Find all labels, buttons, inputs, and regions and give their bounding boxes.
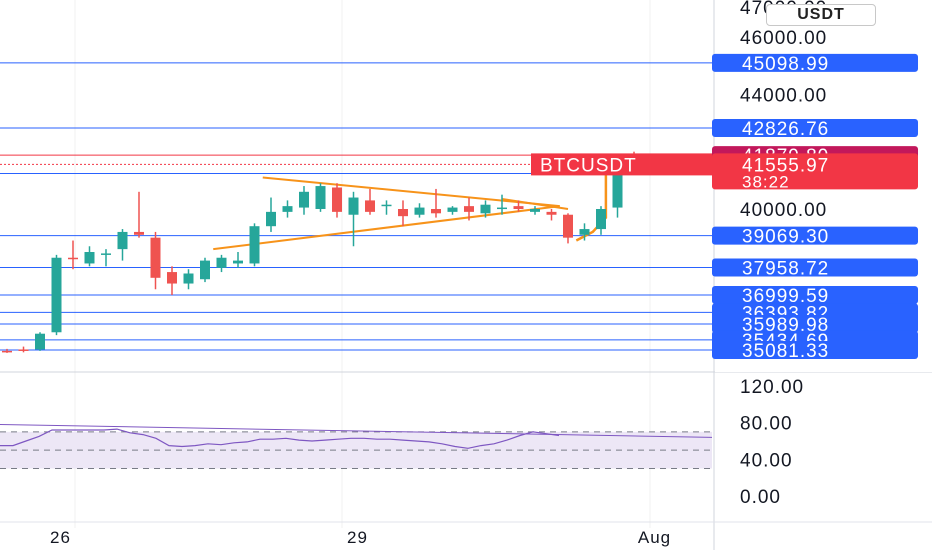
- rsi-tick-label: 120.00: [740, 377, 804, 398]
- price-tick-label: 44000.00: [740, 85, 827, 106]
- candle-body: [414, 207, 425, 215]
- candle-body: [200, 260, 210, 280]
- time-axis[interactable]: 26 29 Aug: [50, 528, 671, 547]
- current-price-label-bg[interactable]: [712, 153, 918, 190]
- candle-body: [18, 349, 29, 351]
- level-price-label[interactable]: 42826.76: [742, 119, 829, 140]
- rsi-trendline[interactable]: [0, 424, 713, 438]
- triangle-inner-line[interactable]: [501, 197, 569, 210]
- candle-body: [315, 186, 326, 209]
- rsi-tick-label: 40.00: [740, 450, 793, 471]
- level-price-label[interactable]: 36999.59: [742, 286, 829, 307]
- candle-body: [530, 209, 540, 212]
- currency-badge[interactable]: USDT: [766, 4, 876, 26]
- candle-body: [579, 229, 590, 235]
- candle-body: [35, 333, 45, 350]
- candle-body: [612, 155, 623, 208]
- level-price-label[interactable]: 39069.30: [742, 227, 829, 248]
- rsi-panel: [0, 424, 713, 469]
- time-tick-label: Aug: [638, 528, 671, 547]
- symbol-label-bg[interactable]: [531, 153, 712, 176]
- level-price-label-bg[interactable]: [712, 226, 918, 245]
- candle-body: [282, 206, 293, 212]
- level-price-label[interactable]: 35081.33: [742, 341, 829, 362]
- price-axis[interactable]: 47000.0046000.0044000.0040000.0045098.99…: [531, 0, 932, 508]
- level-price-label[interactable]: 37958.72: [742, 259, 829, 280]
- candle-body: [117, 231, 128, 250]
- candle-body: [233, 260, 243, 264]
- candle-body: [431, 209, 441, 214]
- candle-body: [266, 211, 276, 227]
- price-tick-label: 46000.00: [740, 28, 827, 49]
- price-tick-label: 40000.00: [740, 200, 827, 221]
- candle-body: [348, 197, 359, 215]
- candle-body: [596, 209, 606, 230]
- candle-body: [51, 257, 62, 333]
- candle-body: [497, 207, 507, 210]
- rsi-tick-label: 80.00: [740, 414, 793, 435]
- candle-body: [447, 207, 458, 212]
- candles: [2, 151, 639, 353]
- level-price-label-bg[interactable]: [712, 118, 918, 137]
- candle-body: [381, 204, 392, 207]
- time-tick-label: 26: [50, 528, 71, 547]
- symbol-label[interactable]: BTCUSDT: [540, 155, 637, 176]
- countdown-label: 38:22: [742, 172, 790, 191]
- candle-body: [150, 237, 161, 278]
- level-price-label-bg[interactable]: [712, 341, 918, 360]
- candle-body: [480, 204, 491, 214]
- candle-body: [563, 214, 573, 238]
- candle-body: [365, 200, 375, 212]
- candle-body: [68, 257, 78, 260]
- candle-body: [299, 191, 309, 208]
- triangle-upper-line[interactable]: [262, 176, 560, 208]
- candle-body: [101, 253, 111, 255]
- candle-body: [513, 206, 524, 209]
- candle-body: [464, 206, 474, 212]
- level-price-label[interactable]: 45098.99: [742, 54, 829, 75]
- level-price-label-bg[interactable]: [712, 258, 918, 277]
- candle-body: [398, 209, 408, 217]
- rsi-tick-label: 0.00: [740, 487, 781, 508]
- level-price-label-bg[interactable]: [712, 314, 918, 333]
- level-price-label-bg[interactable]: [712, 53, 918, 72]
- candle-body: [167, 272, 177, 284]
- candle-body: [183, 273, 194, 284]
- candle-body: [134, 231, 144, 235]
- current-price-label[interactable]: 41555.97: [742, 155, 829, 176]
- candle-body: [249, 226, 260, 264]
- candle-body: [2, 350, 12, 353]
- level-price-label-bg[interactable]: [712, 286, 918, 305]
- candle-body: [84, 252, 95, 264]
- candle-body: [332, 187, 342, 212]
- time-tick-label: 29: [347, 528, 368, 547]
- candle-body: [546, 211, 557, 215]
- candle-body: [216, 257, 227, 268]
- rsi-line: [0, 428, 560, 449]
- level-price-label[interactable]: 35989.98: [742, 315, 829, 336]
